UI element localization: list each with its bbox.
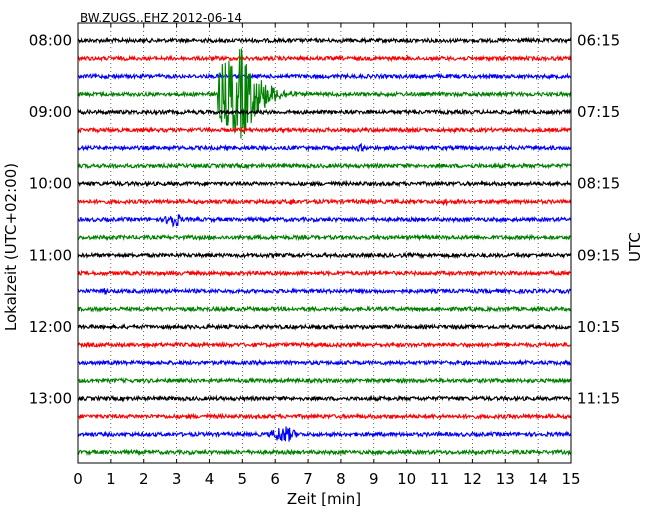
y-tick-label-right: 07:15 xyxy=(577,103,620,121)
x-tick-label: 14 xyxy=(529,470,548,488)
grid-lines xyxy=(110,23,539,463)
seismogram-trace xyxy=(77,142,572,153)
y-axis-label-left: Lokalzeit (UTC+02:00) xyxy=(2,163,20,331)
x-tick-label: 3 xyxy=(172,470,182,488)
seismogram-trace xyxy=(77,197,572,207)
x-axis-label: Zeit [min] xyxy=(287,490,361,508)
x-tick-label: 6 xyxy=(270,470,280,488)
seismogram-trace xyxy=(77,358,572,367)
x-tick-label: 10 xyxy=(397,470,416,488)
x-axis-ticks: 0 1 2 3 4 5 6 7 8 9 10 11 12 13 14 15 xyxy=(73,23,581,488)
x-tick-label: 0 xyxy=(73,470,83,488)
y-tick-label-right: 10:15 xyxy=(577,318,620,336)
seismogram-trace xyxy=(77,48,572,139)
seismogram-traces xyxy=(77,36,572,457)
x-tick-label: 5 xyxy=(238,470,248,488)
seismogram-trace xyxy=(77,161,572,170)
x-tick-label: 7 xyxy=(303,470,313,488)
seismogram-trace xyxy=(77,213,572,228)
y-tick-label-left: 08:00 xyxy=(29,32,72,50)
y-axis-ticks: 08:00 09:00 10:00 11:00 12:00 13:00 06:15 07:15… xyxy=(29,32,620,408)
x-tick-label: 15 xyxy=(561,470,580,488)
x-tick-label: 9 xyxy=(369,470,379,488)
seismogram-trace xyxy=(77,108,572,117)
plot-frame xyxy=(77,22,572,464)
y-tick-label-right: 11:15 xyxy=(577,390,620,408)
plot-background xyxy=(78,23,571,463)
seismogram-trace xyxy=(77,251,572,260)
y-tick-label-right: 09:15 xyxy=(577,246,620,264)
seismogram-trace xyxy=(77,179,572,188)
seismogram-trace xyxy=(77,126,572,135)
seismogram-trace xyxy=(77,233,572,242)
seismogram-trace xyxy=(77,36,572,45)
seismogram-trace xyxy=(77,376,572,385)
x-tick-label: 12 xyxy=(463,470,482,488)
seismogram-trace xyxy=(77,394,572,403)
seismogram-trace xyxy=(77,287,572,296)
seismogram-trace xyxy=(77,412,572,421)
seismogram-trace xyxy=(77,305,572,313)
y-tick-label-left: 13:00 xyxy=(29,390,72,408)
y-tick-label-right: 08:15 xyxy=(577,175,620,193)
x-tick-label: 4 xyxy=(205,470,215,488)
seismogram-trace xyxy=(77,340,572,349)
seismogram-trace xyxy=(77,72,572,81)
y-tick-label-left: 10:00 xyxy=(29,175,72,193)
y-tick-label-right: 06:15 xyxy=(577,32,620,50)
seismogram-trace xyxy=(77,448,572,457)
x-tick-label: 8 xyxy=(336,470,346,488)
y-tick-label-left: 09:00 xyxy=(29,103,72,121)
seismogram-trace xyxy=(77,269,572,278)
x-tick-label: 13 xyxy=(496,470,515,488)
x-tick-label: 2 xyxy=(139,470,149,488)
x-tick-label: 1 xyxy=(106,470,116,488)
x-tick-label: 11 xyxy=(430,470,449,488)
seismogram-trace xyxy=(77,323,572,331)
seismogram-trace xyxy=(77,426,572,442)
chart-title: BW.ZUGS..EHZ 2012-06-14 xyxy=(80,11,242,25)
y-axis-label-right: UTC xyxy=(626,232,644,262)
seismogram-trace xyxy=(77,54,572,63)
y-tick-label-left: 11:00 xyxy=(29,246,72,264)
y-tick-label-left: 12:00 xyxy=(29,318,72,336)
